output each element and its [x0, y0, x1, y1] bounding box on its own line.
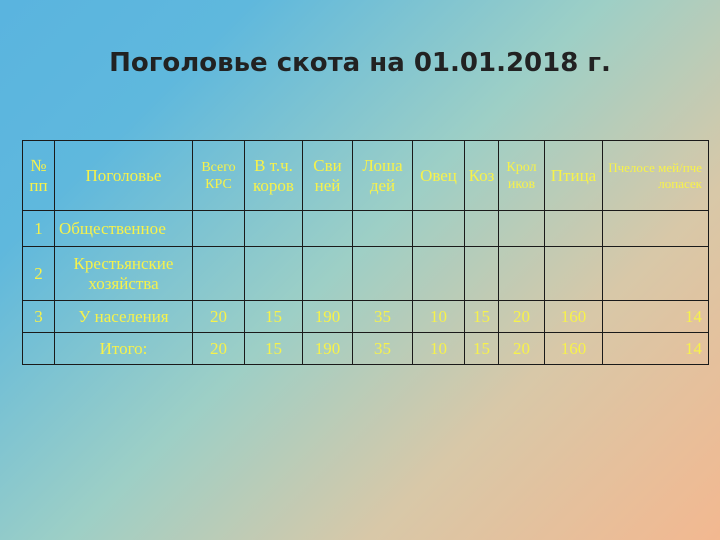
header-row: № пп Поголовье Всего КРС В т.ч. коров Св…: [22, 140, 709, 211]
row-number: 3: [22, 300, 55, 333]
header-cell-beehives: Пчелосе мей/пче лопасек: [602, 140, 709, 211]
cell-goats: [464, 246, 499, 301]
row-category: У населения: [54, 300, 193, 333]
row-category: Общественное: [54, 210, 193, 247]
cell-goats: [464, 210, 499, 247]
cell-beehives: [602, 210, 709, 247]
table-row: 1 Общественное: [22, 210, 709, 247]
cell-poultry: [544, 246, 603, 301]
cell-sheep: 10: [412, 332, 465, 365]
table-row-total: Итого: 20 15 190 35 10 15 20 160 14: [22, 332, 709, 365]
cell-cows: [244, 210, 303, 247]
cell-total-cattle: 20: [192, 332, 245, 365]
livestock-table: № пп Поголовье Всего КРС В т.ч. коров Св…: [22, 140, 709, 365]
cell-pigs: 190: [302, 332, 353, 365]
cell-horses: 35: [352, 300, 413, 333]
cell-pigs: [302, 210, 353, 247]
header-cell-rabbits: Крол иков: [498, 140, 545, 211]
header-cell-sheep: Овец: [412, 140, 465, 211]
cell-poultry: [544, 210, 603, 247]
cell-sheep: 10: [412, 300, 465, 333]
cell-rabbits: [498, 246, 545, 301]
cell-rabbits: 20: [498, 332, 545, 365]
header-cell-cows: В т.ч. коров: [244, 140, 303, 211]
header-cell-pigs: Сви ней: [302, 140, 353, 211]
cell-goats: 15: [464, 332, 499, 365]
cell-beehives: 14: [602, 300, 709, 333]
cell-horses: [352, 210, 413, 247]
row-category: Итого:: [54, 332, 193, 365]
header-cell-category: Поголовье: [54, 140, 193, 211]
row-number: 1: [22, 210, 55, 247]
cell-horses: [352, 246, 413, 301]
cell-total-cattle: [192, 246, 245, 301]
cell-cows: 15: [244, 332, 303, 365]
cell-goats: 15: [464, 300, 499, 333]
cell-beehives: [602, 246, 709, 301]
cell-beehives: 14: [602, 332, 709, 365]
table-row: 3 У населения 20 15 190 35 10 15 20 160 …: [22, 300, 709, 333]
slide-title: Поголовье скота на 01.01.2018 г.: [109, 48, 611, 78]
cell-cows: 15: [244, 300, 303, 333]
cell-sheep: [412, 246, 465, 301]
row-number: [22, 332, 55, 365]
cell-rabbits: 20: [498, 300, 545, 333]
table-row: 2 Крестьянские хозяйства: [22, 246, 709, 301]
cell-rabbits: [498, 210, 545, 247]
row-number: 2: [22, 246, 55, 301]
cell-poultry: 160: [544, 300, 603, 333]
cell-total-cattle: 20: [192, 300, 245, 333]
header-cell-horses: Лоша дей: [352, 140, 413, 211]
row-category: Крестьянские хозяйства: [54, 246, 193, 301]
header-cell-goats: Коз: [464, 140, 499, 211]
cell-total-cattle: [192, 210, 245, 247]
cell-cows: [244, 246, 303, 301]
cell-pigs: [302, 246, 353, 301]
cell-pigs: 190: [302, 300, 353, 333]
cell-sheep: [412, 210, 465, 247]
header-cell-total-cattle: Всего КРС: [192, 140, 245, 211]
header-cell-poultry: Птица: [544, 140, 603, 211]
cell-horses: 35: [352, 332, 413, 365]
header-cell-num: № пп: [22, 140, 55, 211]
cell-poultry: 160: [544, 332, 603, 365]
